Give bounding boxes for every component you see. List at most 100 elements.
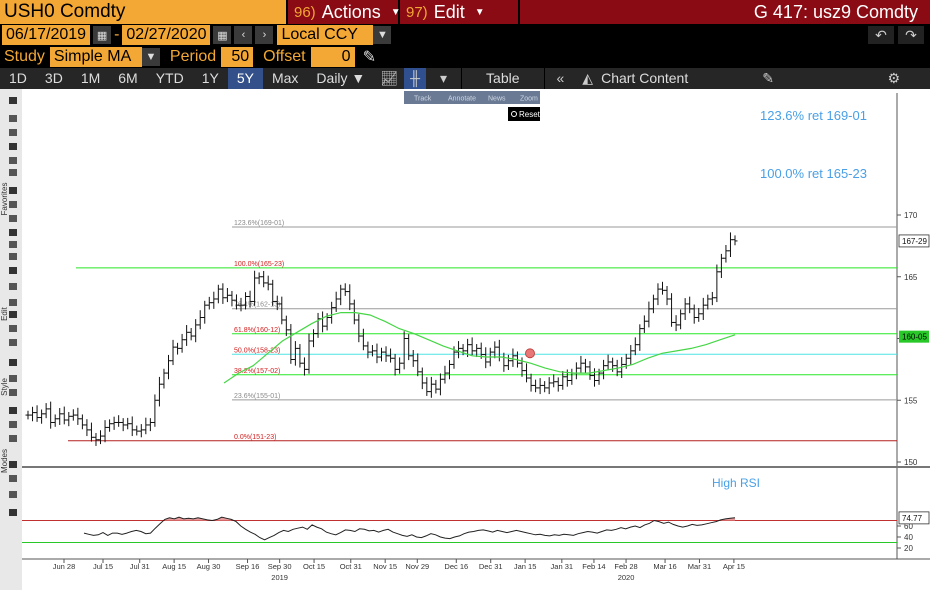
ticker-field[interactable]: USH0 Comdty [0, 0, 288, 24]
ohlc-bar [723, 245, 729, 263]
modes-panel-label[interactable]: Modes [0, 449, 9, 473]
offset-field[interactable]: 0 [310, 47, 355, 67]
ohlc-bar [392, 353, 398, 376]
mini-track-button[interactable]: Track [414, 96, 432, 103]
end-date-field[interactable]: 02/27/2020 [122, 25, 211, 45]
study-bar: Study Simple MA ▼ Period 50 Offset 0 ✎ [0, 46, 930, 68]
annotation-high-rsi[interactable]: High RSI [712, 476, 760, 490]
tool-icon [9, 229, 17, 236]
edit-icon[interactable]: ✎ [762, 70, 774, 86]
range-5y[interactable]: 5Y [227, 68, 263, 89]
actions-menu-label: Actions [321, 1, 381, 22]
ohlc-bar [714, 264, 720, 303]
reset-button[interactable]: Reset [519, 110, 541, 119]
calendar-icon[interactable]: ▦ [93, 26, 112, 44]
ohlc-bar [297, 344, 303, 368]
range-1y[interactable]: 1Y [201, 70, 219, 86]
ohlc-bar [446, 360, 452, 380]
ohlc-bar [30, 406, 36, 422]
calendar-icon[interactable]: ▦ [213, 26, 232, 44]
ohlc-bar [206, 296, 212, 310]
x-tick-label: Jul 31 [130, 562, 150, 571]
rsi-y-tick-label: 40 [904, 533, 913, 542]
range-max[interactable]: Max [271, 70, 299, 86]
edit-menu[interactable]: 97) Edit ▼ [400, 0, 520, 24]
ohlc-bar [401, 331, 407, 370]
edit-panel-label[interactable]: Edit [0, 306, 9, 321]
reset-button-bg[interactable] [508, 107, 540, 121]
undo-icon[interactable]: ↶ [868, 26, 894, 44]
annotation-123-ret[interactable]: 123.6% ret 169-01 [760, 108, 867, 123]
ohlc-bar [301, 357, 307, 376]
ohlc-bar [718, 253, 724, 278]
chevron-left-icon[interactable]: ‹ [234, 26, 253, 44]
ohlc-bar [641, 315, 647, 333]
range-1d[interactable]: 1D [9, 70, 27, 86]
ohlc-bar [374, 343, 380, 364]
redo-icon[interactable]: ↷ [898, 26, 924, 44]
ohlc-bar [483, 347, 489, 369]
ohlc-bar [147, 418, 153, 432]
actions-menu-number: 96) [294, 3, 316, 21]
pencil-icon[interactable]: ✎ [362, 49, 376, 66]
window-title: G 417: usz9 Comdty [753, 1, 918, 22]
mini-annotate-button[interactable]: Annotate [448, 96, 476, 103]
ohlc-bar [533, 379, 539, 393]
x-year-label: 2019 [271, 573, 288, 582]
favorites-panel-label[interactable]: Favorites [0, 183, 9, 216]
chart-content-icon[interactable]: ◭ [582, 70, 594, 86]
fib-label: 123.6%(169-01) [234, 220, 284, 227]
ohlc-bar [360, 328, 366, 351]
start-date-field[interactable]: 06/17/2019 [2, 25, 91, 45]
x-tick-label: Oct 15 [303, 562, 325, 571]
chart-content-button[interactable]: Chart Content [601, 70, 689, 86]
collapse-icon[interactable]: « [556, 70, 565, 86]
range-ytd[interactable]: YTD [155, 70, 184, 86]
chevron-right-icon[interactable]: › [255, 26, 274, 44]
ohlc-bar [88, 422, 94, 442]
alert-marker [525, 348, 535, 359]
ohlc-bar [52, 414, 58, 427]
table-button[interactable]: Table [486, 70, 520, 86]
annotation-100-ret[interactable]: 100.0% ret 165-23 [760, 166, 867, 181]
mini-news-button[interactable]: News [488, 96, 506, 103]
mini-zoom-button[interactable]: Zoom [520, 96, 538, 103]
chevron-down-icon[interactable]: ▼ [373, 26, 392, 44]
line-chart-icon[interactable]: 📈︎ [380, 70, 399, 86]
study-select[interactable]: Simple MA [49, 47, 142, 67]
tool-icon [9, 311, 17, 318]
ohlc-bar [474, 344, 480, 358]
ohlc-bar [265, 275, 271, 291]
range-3d[interactable]: 3D [44, 70, 63, 86]
chevron-down-icon[interactable]: ▼ [141, 48, 160, 66]
ohlc-bar [428, 376, 434, 398]
frequency-select[interactable]: Daily ▼ [316, 70, 366, 86]
range-1m[interactable]: 1M [80, 70, 101, 86]
tool-icon [9, 215, 17, 222]
tool-icon [9, 359, 17, 366]
ohlc-bar [587, 361, 593, 380]
ohlc-bar [397, 357, 403, 374]
rsi-current-label: 74.77 [902, 514, 923, 523]
chevron-down-icon: ▼ [474, 6, 485, 18]
ohlc-bar [120, 418, 126, 432]
ohlc-bar [252, 270, 258, 306]
gear-icon[interactable]: ⚙ [887, 70, 900, 86]
price-chart[interactable]: Favorites Edit Style Modes 123.6%(169-01… [0, 89, 930, 590]
ohlc-bar [161, 368, 167, 389]
x-tick-label: Nov 29 [405, 562, 429, 571]
ohlc-bar [709, 291, 715, 306]
style-panel-label[interactable]: Style [0, 378, 9, 396]
actions-menu[interactable]: 96) Actions ▼ [288, 0, 401, 24]
currency-select[interactable]: Local CCY [277, 25, 374, 45]
ohlc-bar [75, 407, 81, 425]
bar-chart-icon[interactable]: ╫ [404, 68, 426, 89]
chevron-down-icon[interactable]: ▾ [440, 70, 448, 86]
range-6m[interactable]: 6M [118, 70, 138, 86]
ohlc-bar [129, 416, 135, 437]
period-field[interactable]: 50 [221, 47, 254, 67]
ohlc-bar [338, 284, 344, 306]
ohlc-bar [66, 411, 72, 427]
mini-toolbar-bg [404, 91, 540, 104]
